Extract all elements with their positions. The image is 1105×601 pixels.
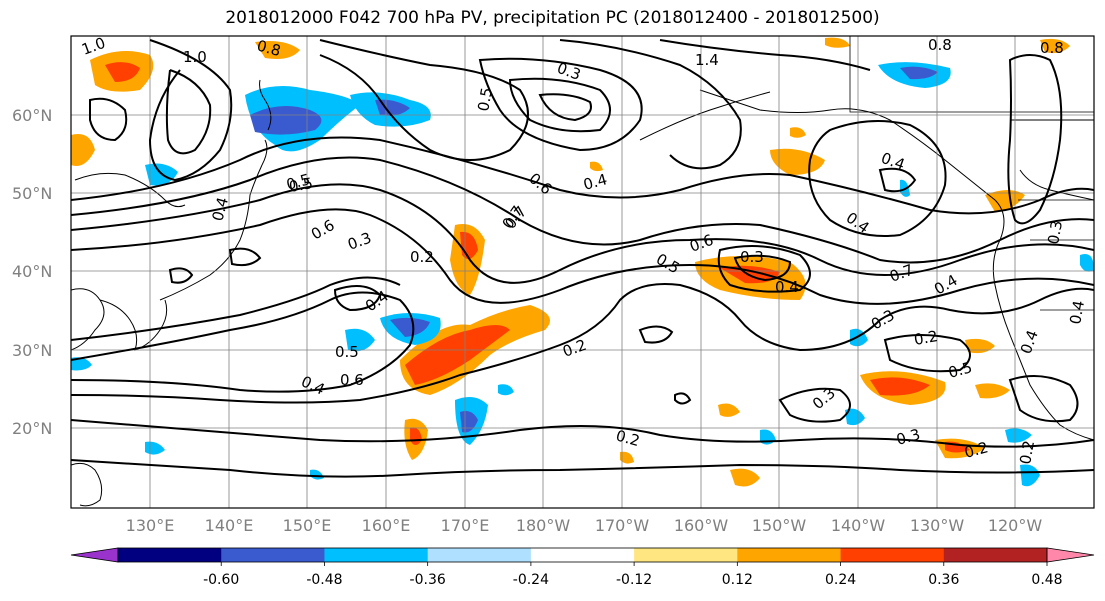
map-title: 2018012000 F042 700 hPa PV, precipitatio…	[225, 8, 880, 28]
contour-label: 0.5	[288, 174, 315, 196]
colorbar-tick-label: -0.24	[513, 572, 549, 588]
lon-label: 170°E	[441, 516, 490, 535]
borders	[849, 36, 1094, 311]
contour-label: 0.3	[1044, 219, 1066, 246]
colorbar-labels: -0.60 -0.48 -0.36 -0.24 -0.12 0.12 0.24 0.36 0.4…	[203, 562, 1063, 588]
contour-label: 1.0	[183, 48, 207, 66]
contour-label: 0.4	[775, 278, 799, 296]
colorbar-tick-label: 0.12	[722, 572, 753, 588]
colorbar-tick-label: 0.24	[825, 572, 856, 588]
colorbar-bin	[737, 548, 842, 562]
contour-label: 1.4	[695, 51, 719, 69]
lat-labels: 60°N 50°N 40°N 30°N 20°N	[12, 106, 52, 438]
contour-label: 0.3	[894, 425, 922, 449]
lon-label: 160°W	[674, 516, 729, 535]
pv-contours	[71, 39, 1094, 478]
contour-label: 0.5	[474, 86, 496, 113]
contour-label: 0.4	[581, 170, 609, 194]
colorbar-tick-label: -0.36	[410, 572, 446, 588]
colorbar-tick-label: 0.36	[928, 572, 959, 588]
lon-label: 150°E	[283, 516, 332, 535]
colorbar	[70, 547, 1095, 563]
colorbar-bin	[324, 548, 429, 562]
contour-label: 1.0	[79, 34, 108, 59]
colorbar-outline	[117, 547, 1048, 563]
contour-label: 0.4	[208, 195, 232, 223]
lon-label: 160°E	[362, 516, 411, 535]
lon-label: 120°W	[988, 516, 1043, 535]
contour-label: 0.2	[913, 327, 940, 349]
contour-label: 0.2	[962, 438, 990, 462]
lat-label: 30°N	[12, 341, 52, 360]
contour-label: 0.4	[1066, 299, 1088, 326]
contour-label: 0.8	[255, 36, 283, 60]
lon-label: 130°W	[910, 516, 965, 535]
contour-label: 0.2	[1016, 439, 1038, 466]
colorbar-bin	[118, 548, 222, 562]
lat-label: 50°N	[12, 184, 52, 203]
contour-label: 0.8	[1040, 39, 1064, 57]
colorbar-tick-label: 0.48	[1031, 572, 1062, 588]
contour-label: 0.5	[335, 343, 359, 361]
lat-label: 40°N	[12, 262, 52, 281]
colorbar-bin	[530, 548, 635, 562]
contour-label: 0.5	[946, 358, 974, 382]
colorbar-tick-label: -0.48	[306, 572, 342, 588]
colorbar-bin	[943, 548, 1048, 562]
lon-label: 130°E	[126, 516, 175, 535]
lat-label: 20°N	[12, 419, 52, 438]
colorbar-bin	[840, 548, 945, 562]
colorbar-bin	[634, 548, 738, 562]
lon-label: 170°W	[595, 516, 650, 535]
contour-label: 0.2	[614, 426, 642, 450]
contour-label: 0.6	[340, 371, 364, 389]
colorbar-extend-high	[1046, 547, 1095, 563]
lon-labels: 130°E 140°E 150°E 160°E 170°E 180°W 170°…	[126, 516, 1043, 535]
lon-label: 150°W	[752, 516, 807, 535]
lon-label: 140°E	[205, 516, 254, 535]
lon-label: 140°W	[831, 516, 886, 535]
contour-label: 0.2	[410, 248, 434, 266]
colorbar-tick-label: -0.12	[616, 572, 652, 588]
colorbar-bin	[427, 548, 532, 562]
lat-label: 60°N	[12, 106, 52, 125]
contour-label: 0.5	[284, 170, 312, 194]
colorbar-bin	[221, 548, 325, 562]
contour-label: 0.3	[740, 248, 764, 266]
map-frame	[70, 35, 1095, 509]
colorbar-tick-label: -0.60	[203, 572, 239, 588]
map-frame-bg	[71, 36, 1094, 508]
contour-label: 0.8	[928, 36, 952, 54]
lon-label: 180°W	[516, 516, 571, 535]
colorbar-extend-low	[70, 547, 119, 563]
